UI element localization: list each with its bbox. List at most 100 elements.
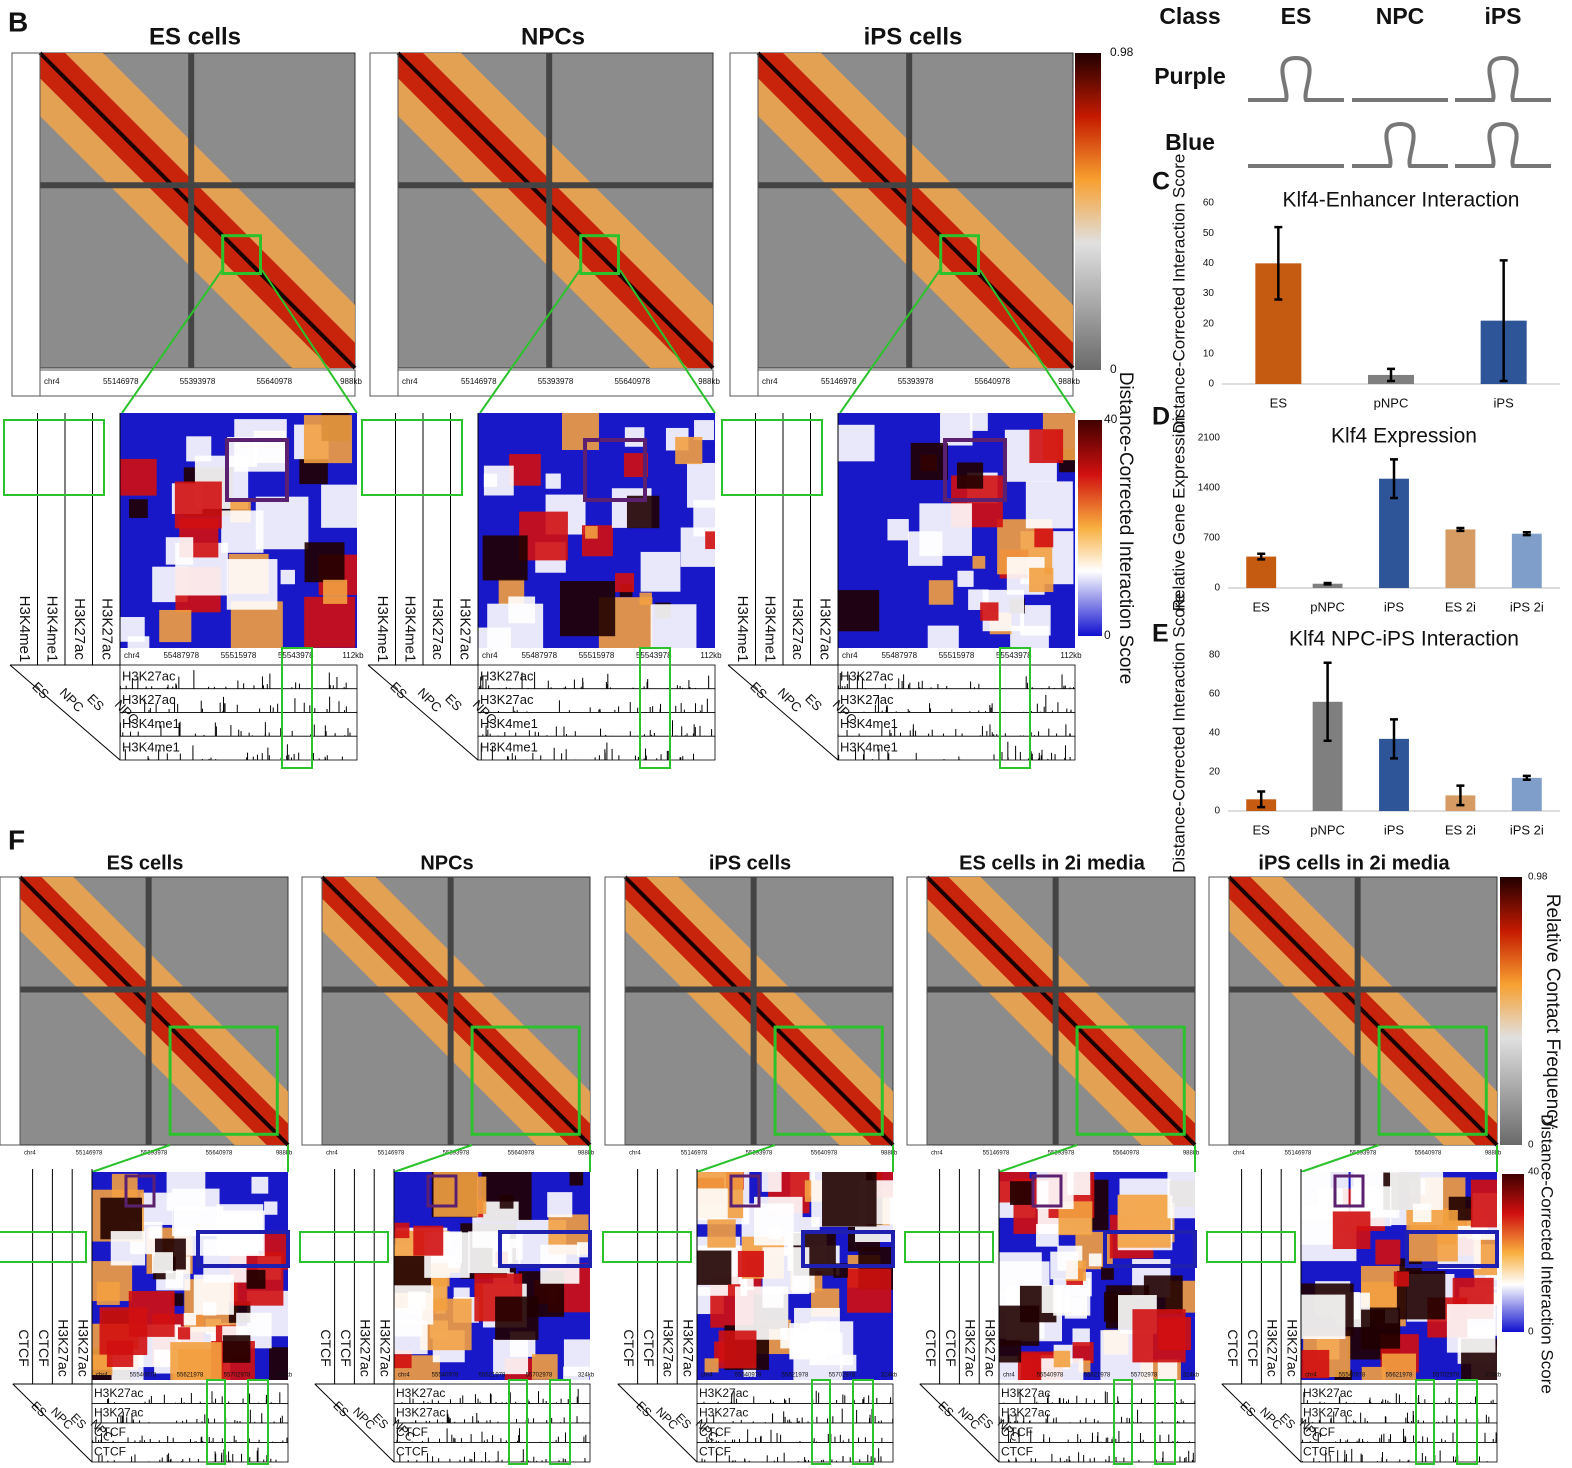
score-blob [223, 1335, 251, 1363]
score-blob [822, 1172, 877, 1227]
axis-label: chr4 [762, 377, 778, 386]
figure: B F ES cellschr4551469785539397855640978… [0, 0, 1572, 1468]
y-tick-label: 20 [1203, 318, 1215, 329]
y-axis-label: Relative Gene Expression [1169, 415, 1188, 612]
x-tick-label: pNPC [1310, 822, 1345, 837]
track-label: H3K27ac [789, 598, 806, 660]
panel-letter: D [1152, 403, 1170, 431]
score-blob [111, 1231, 145, 1265]
track-label: CTCF [1225, 1329, 1241, 1366]
score-blob [227, 559, 278, 610]
axis-frame [730, 53, 758, 396]
class-header: ES [1281, 3, 1312, 29]
axis-label: 988kb [340, 377, 362, 386]
y-tick-label: 60 [1209, 689, 1221, 700]
highlight-box [722, 420, 822, 495]
score-blob [847, 1269, 891, 1313]
score-blob [175, 482, 222, 529]
score-blob [120, 459, 157, 496]
score-blob [218, 1214, 259, 1255]
axis-label: 988kb [881, 1151, 898, 1157]
track-label: H3K27ac [456, 598, 473, 660]
axis-frame [605, 877, 625, 1145]
score-blob [1471, 1180, 1497, 1228]
axis-label: 55515978 [939, 651, 975, 660]
track-label: H3K27ac [377, 1319, 393, 1377]
score-blob [585, 526, 598, 539]
score-blob [911, 443, 948, 480]
score-blob [705, 1358, 719, 1372]
cell-label: NPC [57, 685, 87, 715]
x-tick-label: iPS [1384, 599, 1405, 614]
map-title: iPS cells in 2i media [1258, 852, 1450, 874]
score-blob [640, 593, 652, 605]
score-blob [493, 1239, 521, 1267]
map-title: ES cells [107, 852, 184, 874]
track-label: CTCF [923, 1329, 939, 1366]
axis-label: 55540978 [735, 1373, 762, 1379]
color-bar [1078, 420, 1102, 636]
track-label: H3K27ac [699, 1386, 748, 1400]
score-blob [919, 503, 972, 556]
track-label: CTCF [621, 1329, 637, 1366]
axis-label: 55540978 [1037, 1373, 1064, 1379]
axis-frame [907, 877, 927, 1145]
score-blob [159, 610, 191, 642]
track-label: CTCF [1303, 1444, 1335, 1458]
map-title: ES cells in 2i media [959, 852, 1146, 874]
axis-label: 55543978 [996, 651, 1032, 660]
scale-title: Distance-Corrected Interaction Score [1115, 372, 1136, 685]
chart-title: Klf4 Expression [1331, 425, 1477, 448]
score-blob [615, 573, 634, 592]
track-diagonal [10, 665, 120, 760]
axis-label: 55640978 [974, 377, 1010, 386]
score-blob [172, 1189, 219, 1236]
score-blob [281, 570, 295, 584]
axis-label: 55640978 [811, 1151, 838, 1157]
score-blob [203, 1302, 216, 1315]
x-tick-label: pNPC [1374, 395, 1409, 410]
class-name: Purple [1154, 63, 1226, 89]
axis-frame [0, 877, 20, 1145]
axis-label: chr4 [482, 651, 498, 660]
y-tick-label: 40 [1209, 728, 1221, 739]
score-blob [562, 413, 599, 450]
axis-frame [1209, 877, 1229, 1145]
track-label: H3K27ac [1265, 1319, 1281, 1377]
track-label: H3K27ac [963, 1319, 979, 1377]
score-blob [178, 1327, 190, 1339]
track-label: H3K27ac [699, 1405, 748, 1419]
score-blob [707, 1219, 735, 1247]
axis-label: 55487978 [521, 651, 557, 660]
highlight-box [603, 1232, 691, 1262]
axis-label: 55146978 [461, 377, 497, 386]
score-blob [1301, 1172, 1331, 1202]
score-blob [495, 1297, 538, 1340]
y-tick-label: 0 [1214, 806, 1220, 817]
score-blob [1050, 1252, 1078, 1280]
axis-label: chr4 [402, 377, 418, 386]
score-blob [1158, 1360, 1177, 1379]
track-label: H3K27ac [661, 1319, 677, 1377]
track-label: CTCF [94, 1444, 126, 1458]
axis-label: 55487978 [163, 651, 199, 660]
score-blob [929, 580, 954, 605]
axis-label: 55515978 [221, 651, 257, 660]
scale-label: 0 [1528, 1327, 1534, 1338]
track-label: H3K4me1 [16, 596, 33, 663]
axis-label: 55640978 [1415, 1151, 1442, 1157]
score-blob [780, 1328, 800, 1348]
score-blob [166, 1271, 184, 1289]
track-label: H3K27ac [396, 1405, 445, 1419]
axis-label: 55621978 [479, 1373, 506, 1379]
y-tick-label: 2100 [1198, 433, 1221, 444]
score-blob [221, 511, 263, 553]
axis-label: 55640978 [614, 377, 650, 386]
score-blob [809, 1321, 853, 1365]
axis-label: 55146978 [103, 377, 139, 386]
track-label: CTCF [1245, 1329, 1261, 1366]
score-blob [1089, 1253, 1102, 1266]
scale-label: 0.98 [1110, 45, 1134, 59]
track-label: H3K27ac [122, 668, 176, 683]
axis-label: 55621978 [1386, 1373, 1413, 1379]
